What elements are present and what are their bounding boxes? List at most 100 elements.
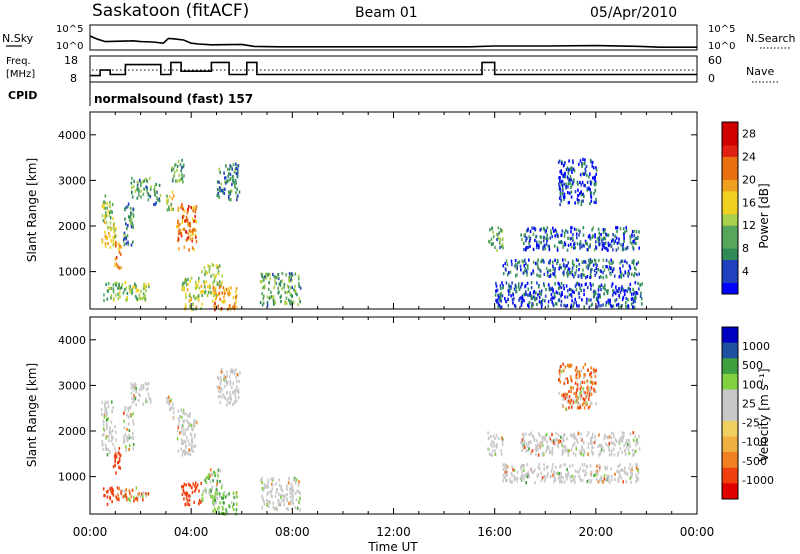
power-cell — [501, 229, 504, 233]
vel-cell — [602, 480, 604, 484]
vel-cell — [532, 470, 535, 475]
vel-cell — [229, 380, 232, 384]
power-cell — [549, 261, 551, 265]
vel-cell — [539, 446, 542, 450]
power-cell — [586, 186, 589, 191]
power-cell — [287, 285, 290, 289]
power-cell — [602, 227, 605, 232]
power-cell — [219, 297, 221, 301]
power-cell — [578, 233, 580, 237]
vel-cell — [217, 389, 220, 393]
power-cell — [129, 289, 131, 293]
power-cell — [629, 287, 631, 291]
power-cell — [610, 304, 612, 308]
power-cell — [559, 203, 561, 207]
power-cell — [127, 242, 130, 246]
power-cell — [631, 242, 633, 246]
vel-cell — [106, 495, 109, 499]
power-cell — [218, 167, 220, 171]
vel-cell — [570, 398, 572, 402]
power-cell — [187, 232, 190, 236]
power-cell — [129, 206, 132, 211]
power-cell — [228, 194, 230, 199]
vel-cell — [551, 450, 554, 454]
vel-cell — [568, 406, 570, 410]
vel-cell — [118, 487, 120, 491]
power-cell — [501, 281, 503, 285]
power-cell — [591, 259, 594, 263]
power-cell — [568, 287, 571, 291]
vel-cell — [129, 499, 131, 503]
power-cell — [566, 303, 569, 308]
vel-cell — [575, 373, 578, 377]
power-cell — [557, 281, 559, 285]
power-cell — [119, 295, 121, 299]
power-cell — [610, 284, 613, 288]
vel-cell — [608, 480, 611, 484]
vel-cell — [504, 466, 506, 470]
power-cell — [113, 235, 116, 239]
power-cell — [591, 302, 593, 306]
vel-cell — [566, 477, 568, 481]
vel-cell — [581, 463, 584, 467]
power-cell — [627, 298, 629, 302]
vel-cell — [558, 372, 561, 376]
vel-cell — [172, 406, 175, 411]
vel-cell — [544, 438, 546, 442]
vel-cell — [192, 482, 195, 486]
power-cell — [183, 174, 185, 178]
power-cell — [615, 289, 618, 293]
colorbar-segment — [722, 327, 738, 344]
vel-cell — [281, 493, 283, 498]
power-cell — [195, 280, 197, 284]
power-cell — [560, 266, 563, 270]
x-tick-label: 04:00 — [174, 525, 209, 539]
vel-cell — [521, 449, 523, 453]
power-cell — [260, 280, 263, 284]
vel-cell — [223, 385, 226, 389]
vel-cell — [572, 398, 574, 402]
vel-cell — [505, 478, 507, 483]
power-cell — [567, 261, 570, 265]
power-cell — [177, 208, 180, 212]
vel-cell — [234, 392, 236, 396]
vel-cell — [501, 436, 503, 440]
vel-cell — [497, 437, 500, 441]
power-cell — [133, 285, 136, 289]
vel-cell — [610, 452, 613, 456]
vel-cell — [628, 467, 631, 471]
power-cell — [611, 305, 613, 309]
power-cell — [615, 248, 618, 252]
power-cell — [298, 297, 301, 301]
vel-cell — [593, 381, 596, 385]
vel-cell — [581, 479, 584, 483]
vel-cell — [294, 506, 297, 510]
vel-cell — [262, 496, 264, 501]
vel-cell — [569, 401, 572, 405]
vel-cell — [166, 400, 168, 404]
vel-cell — [520, 464, 523, 468]
vel-cell — [190, 423, 193, 427]
power-cell — [272, 272, 274, 277]
vel-cell — [213, 503, 215, 507]
vel-cell — [558, 480, 561, 484]
power-cell — [211, 262, 214, 267]
power-cell — [600, 238, 603, 242]
power-cell — [604, 246, 607, 251]
power-cell — [563, 231, 566, 235]
power-cell — [613, 241, 616, 245]
vel-cell — [589, 401, 592, 405]
power-cell — [556, 248, 559, 252]
power-cell — [570, 195, 573, 199]
vel-cell — [578, 474, 580, 478]
power-cell — [136, 196, 139, 200]
power-cell — [235, 162, 237, 166]
power-cell — [564, 161, 566, 165]
vel-cell — [232, 491, 235, 495]
power-cell — [178, 173, 181, 177]
power-cell — [494, 293, 497, 297]
power-cell — [523, 264, 526, 268]
vel-cell — [194, 489, 196, 493]
vel-cell — [571, 405, 573, 409]
vel-cell — [185, 435, 188, 439]
